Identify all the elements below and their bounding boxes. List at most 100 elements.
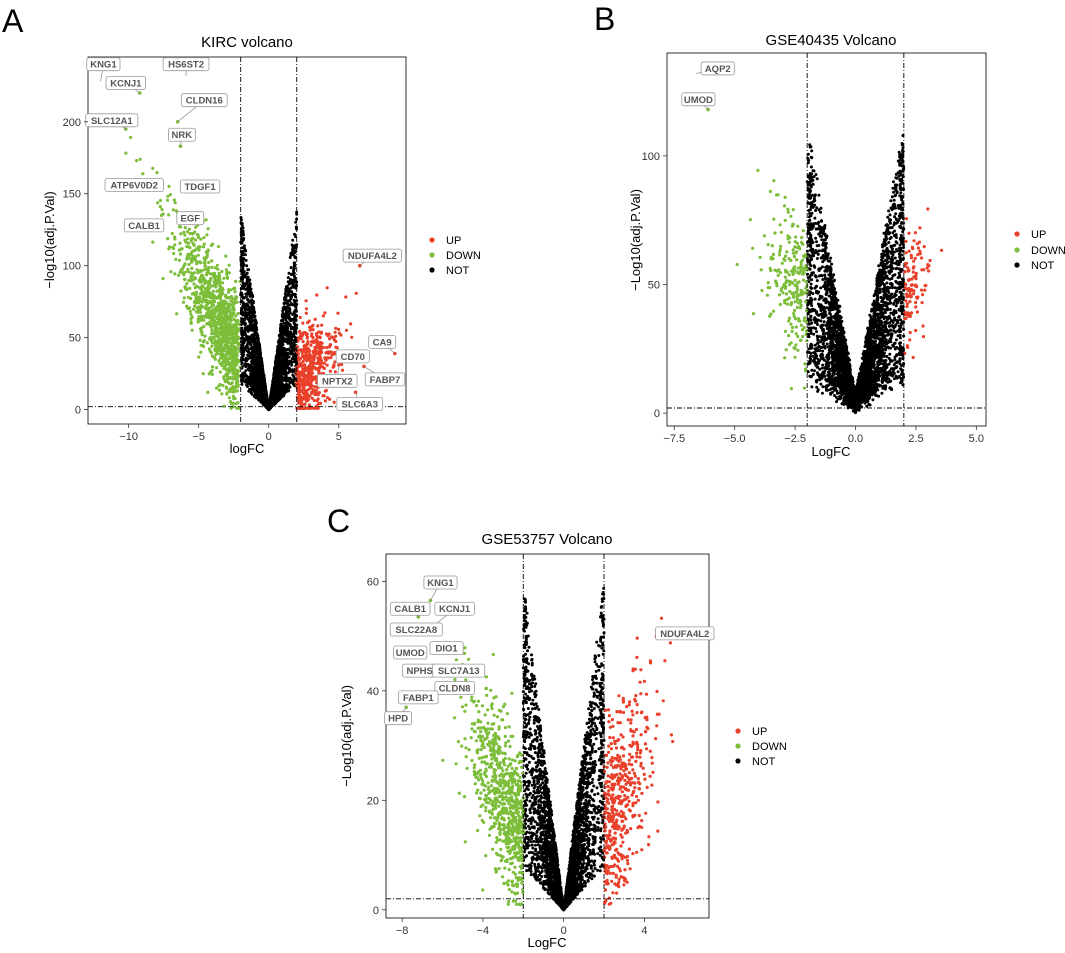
point-not bbox=[293, 317, 297, 321]
point-down bbox=[165, 198, 170, 202]
point-down bbox=[217, 271, 221, 275]
point-not bbox=[253, 371, 257, 374]
point-up bbox=[314, 352, 319, 356]
point-not bbox=[244, 307, 248, 311]
point-down bbox=[222, 299, 226, 303]
point-not bbox=[250, 346, 253, 350]
point-not bbox=[293, 313, 297, 317]
panel-a-legend-not-marker bbox=[429, 267, 435, 273]
point-not bbox=[246, 357, 250, 361]
point-down bbox=[217, 312, 221, 316]
point-up bbox=[315, 293, 319, 297]
point-not bbox=[261, 392, 265, 396]
point-not bbox=[254, 374, 257, 378]
point-down bbox=[200, 300, 204, 304]
gene-label-nrk: NRK bbox=[172, 130, 193, 141]
point-down bbox=[216, 349, 221, 353]
point-down bbox=[210, 365, 215, 369]
point-down bbox=[231, 338, 236, 342]
gene-label-cldn16: CLDN16 bbox=[186, 96, 223, 107]
point-down bbox=[220, 309, 224, 313]
point-down bbox=[124, 127, 128, 131]
point-up bbox=[304, 331, 308, 335]
point-not bbox=[271, 392, 275, 396]
panel-letter-a: A bbox=[2, 3, 24, 39]
point-not bbox=[270, 396, 273, 400]
point-down bbox=[167, 184, 171, 188]
point-down bbox=[201, 340, 205, 344]
point-up bbox=[297, 336, 301, 340]
point-down bbox=[231, 363, 235, 367]
point-not bbox=[279, 344, 283, 347]
point-not bbox=[291, 246, 295, 250]
point-up bbox=[328, 343, 332, 347]
point-down bbox=[217, 301, 221, 305]
point-down bbox=[206, 311, 210, 315]
point-down bbox=[195, 260, 199, 264]
point-down bbox=[187, 262, 191, 267]
point-not bbox=[256, 351, 260, 355]
point-not bbox=[246, 362, 250, 366]
point-down bbox=[158, 205, 162, 209]
point-not bbox=[241, 252, 245, 256]
point-down bbox=[195, 299, 199, 303]
point-down bbox=[214, 366, 219, 370]
point-up bbox=[332, 338, 337, 342]
point-down bbox=[231, 401, 235, 405]
point-down bbox=[212, 341, 216, 345]
point-down bbox=[218, 327, 222, 331]
point-not bbox=[250, 391, 253, 395]
point-not bbox=[289, 277, 292, 281]
gene-label-calb1: CALB1 bbox=[128, 221, 160, 232]
point-down bbox=[221, 291, 225, 295]
point-up bbox=[318, 365, 322, 369]
point-up bbox=[301, 340, 305, 344]
point-down bbox=[190, 328, 194, 332]
point-down bbox=[192, 271, 196, 275]
point-down bbox=[212, 295, 216, 300]
point-down bbox=[183, 285, 187, 289]
point-up bbox=[305, 396, 309, 400]
point-not bbox=[259, 386, 263, 390]
point-down bbox=[213, 283, 217, 287]
panel-letter-c: C bbox=[327, 503, 350, 539]
point-up bbox=[301, 321, 305, 325]
x-tick-label: −10 bbox=[119, 431, 138, 443]
point-down bbox=[181, 300, 186, 304]
point-down bbox=[227, 263, 231, 267]
point-down bbox=[186, 295, 190, 299]
point-down bbox=[230, 342, 234, 347]
point-down bbox=[193, 230, 197, 234]
point-down bbox=[210, 344, 214, 348]
point-not bbox=[243, 247, 247, 250]
point-not bbox=[276, 377, 280, 381]
point-up bbox=[325, 396, 330, 400]
point-down bbox=[178, 241, 182, 245]
point-up bbox=[305, 357, 309, 361]
point-down bbox=[220, 269, 224, 274]
point-down bbox=[232, 356, 236, 360]
point-down bbox=[199, 269, 203, 273]
point-down bbox=[173, 237, 177, 241]
point-not bbox=[292, 334, 295, 338]
point-down bbox=[213, 323, 217, 327]
point-not bbox=[253, 333, 257, 337]
point-down bbox=[206, 227, 210, 231]
point-not bbox=[251, 319, 255, 323]
point-down bbox=[220, 361, 224, 366]
point-down bbox=[170, 231, 174, 236]
point-not bbox=[259, 356, 263, 359]
point-up bbox=[301, 384, 306, 388]
point-down bbox=[187, 227, 191, 231]
point-not bbox=[257, 383, 261, 387]
point-up bbox=[298, 348, 302, 352]
point-down bbox=[193, 304, 197, 308]
point-down bbox=[228, 389, 232, 393]
point-not bbox=[260, 364, 264, 368]
point-not bbox=[293, 280, 297, 284]
point-down bbox=[187, 245, 191, 249]
point-not bbox=[293, 232, 296, 236]
point-down bbox=[231, 287, 236, 291]
point-down bbox=[236, 312, 240, 316]
point-down bbox=[200, 273, 204, 277]
